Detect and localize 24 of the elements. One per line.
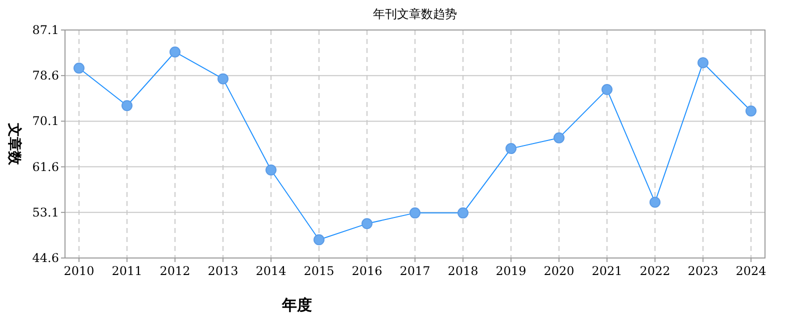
x-tick-label: 2017	[400, 264, 430, 278]
x-tick-label: 2014	[256, 264, 287, 278]
y-tick-label: 78.6	[32, 68, 59, 83]
y-tick-label: 70.1	[32, 114, 59, 128]
x-tick-label: 2022	[640, 264, 670, 278]
x-axis-title: 年度	[281, 296, 312, 314]
x-tick-label: 2024	[736, 264, 767, 278]
x-tick-label: 2020	[544, 264, 574, 278]
x-tick-label: 2019	[496, 264, 526, 278]
x-tick-label: 2010	[64, 264, 94, 278]
y-axis-title: 文章数	[6, 122, 23, 166]
x-tick-label: 2021	[592, 264, 622, 278]
x-tick-label: 2015	[304, 264, 334, 278]
x-tick-label: 2023	[688, 264, 718, 278]
x-tick-label: 2016	[352, 264, 382, 278]
x-tick-label: 2013	[208, 264, 238, 278]
y-tick-label: 44.6	[32, 251, 59, 265]
x-tick-label: 2018	[448, 264, 478, 278]
x-tick-label: 2012	[160, 264, 190, 278]
chart-title: 年刊文章数趋势	[373, 7, 457, 21]
y-tick-label: 87.1	[32, 23, 59, 37]
y-tick-label: 53.1	[32, 205, 59, 220]
x-tick-label: 2011	[112, 264, 142, 278]
y-tick-label: 61.6	[32, 160, 59, 174]
